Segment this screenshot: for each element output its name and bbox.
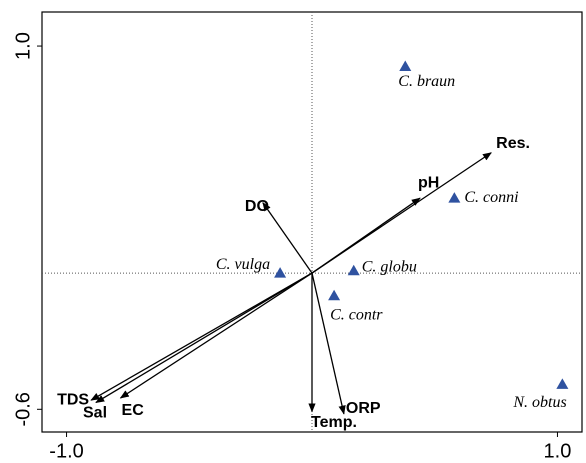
- env-label: Temp.: [311, 414, 357, 431]
- species-label: N. obtus: [512, 394, 566, 411]
- env-arrow: [311, 197, 421, 274]
- species-label: C. globu: [362, 258, 417, 275]
- species-label: C. conni: [464, 189, 518, 206]
- x-tick-label: 1.0: [544, 440, 572, 462]
- env-label: ORP: [346, 400, 381, 417]
- y-tick-label: -0.6: [12, 392, 34, 426]
- env-label: EC: [122, 402, 145, 419]
- species-point: [328, 289, 341, 301]
- env-arrow: [262, 201, 313, 274]
- species-point: [556, 378, 569, 389]
- env-label: DO: [245, 198, 269, 215]
- env-label: TDS: [57, 391, 89, 408]
- species-point: [347, 264, 360, 276]
- env-arrow: [119, 272, 313, 399]
- env-arrow: [311, 272, 346, 415]
- env-label: pH: [418, 174, 439, 191]
- y-tick-label: 1.0: [12, 32, 34, 60]
- species-label: C. vulga: [216, 256, 270, 273]
- species-point: [274, 267, 287, 278]
- env-label: Res.: [496, 135, 530, 152]
- species-point: [399, 60, 412, 71]
- env-arrow: [95, 272, 313, 404]
- species-label: C. braun: [398, 73, 455, 90]
- x-tick-label: -1.0: [49, 440, 83, 462]
- env-arrow: [90, 272, 313, 401]
- env-label: Sal: [83, 405, 107, 422]
- species-point: [448, 192, 461, 203]
- species-label: C. contr: [330, 306, 383, 323]
